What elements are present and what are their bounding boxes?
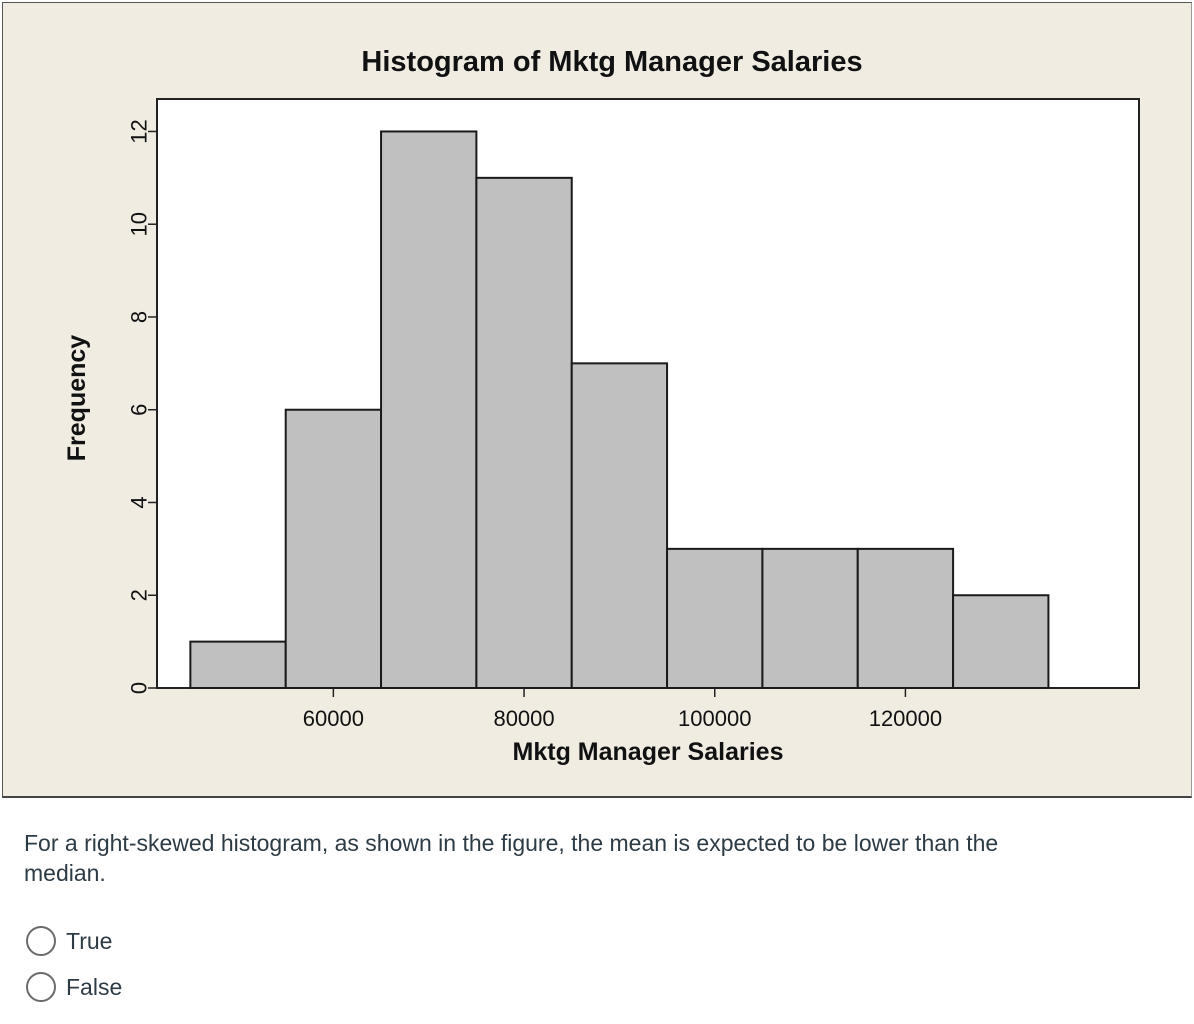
histogram-bar-9 [952, 594, 1050, 689]
x-tick-label-4: 120000 [869, 706, 942, 731]
histogram-bar-3 [380, 130, 478, 690]
y-tick-label-1: 0 [127, 682, 152, 694]
histogram-bar-1 [189, 640, 287, 690]
x-axis-label: Mktg Manager Salaries [513, 738, 784, 766]
y-tick-label-6: 10 [127, 212, 152, 236]
x-tick-label-2: 80000 [493, 706, 554, 731]
y-tick-label-7: 12 [127, 119, 152, 143]
y-tick-label-2: 2 [127, 589, 152, 601]
question-text: For a right-skewed histogram, as shown i… [24, 830, 999, 886]
option-true-label: True [66, 927, 113, 954]
radio-true[interactable] [26, 926, 56, 956]
x-tick-label-1: 60000 [303, 706, 364, 731]
histogram-bar-6 [666, 547, 764, 690]
radio-false[interactable] [26, 972, 56, 1002]
histogram-figure: Histogram of Mktg Manager Salaries Mktg … [2, 2, 1192, 798]
histogram-bar-5 [570, 362, 669, 689]
y-tick-label-4: 6 [127, 404, 152, 416]
y-tick-label-3: 4 [127, 496, 152, 508]
y-axis-ticks: 0 2 4 6 8 10 12 [127, 119, 157, 694]
histogram-bar-8 [856, 547, 955, 690]
histogram-bar-4 [475, 176, 573, 689]
option-false[interactable]: False [26, 970, 122, 1004]
y-tick-label-5: 8 [127, 311, 152, 323]
option-false-label: False [66, 973, 123, 1000]
y-axis-label: Frequency [63, 335, 91, 462]
x-tick-label-3: 100000 [678, 706, 751, 731]
histogram-bar-7 [761, 547, 859, 690]
histogram-chart: Histogram of Mktg Manager Salaries Mktg … [63, 46, 1140, 766]
x-axis-ticks: 60000 80000 100000 120000 [303, 688, 942, 731]
option-true[interactable]: True [26, 924, 122, 958]
bars-group [189, 130, 1050, 690]
histogram-bar-2 [284, 408, 383, 689]
chart-title: Histogram of Mktg Manager Salaries [361, 46, 862, 78]
answer-options: True False [26, 924, 122, 1016]
